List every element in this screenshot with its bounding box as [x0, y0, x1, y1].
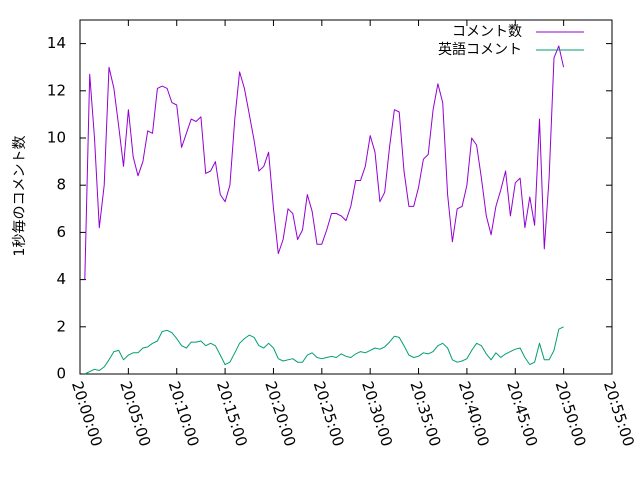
plot-border	[79, 19, 613, 375]
y-tick-label: 12	[47, 81, 66, 99]
y-axis: 0 2 4 6 8 10 12 14	[47, 34, 612, 383]
y-tick-label: 14	[47, 34, 66, 52]
y-tick-label: 0	[56, 365, 66, 383]
y-axis-title: 1秒毎のコメント数	[12, 136, 28, 257]
series-layer	[84, 45, 565, 375]
y-tick-label: 4	[56, 270, 66, 288]
y-tick-label: 2	[56, 317, 66, 335]
legend-label-1: 英語コメント	[438, 41, 522, 58]
y-tick-label: 6	[56, 223, 66, 241]
y-tick-label: 10	[47, 129, 66, 147]
y-tick-label: 8	[56, 176, 66, 194]
series-line-1	[84, 326, 564, 375]
series-line-0	[84, 45, 565, 280]
legend-label-0: コメント数	[452, 24, 522, 40]
plot-frame	[79, 19, 613, 375]
